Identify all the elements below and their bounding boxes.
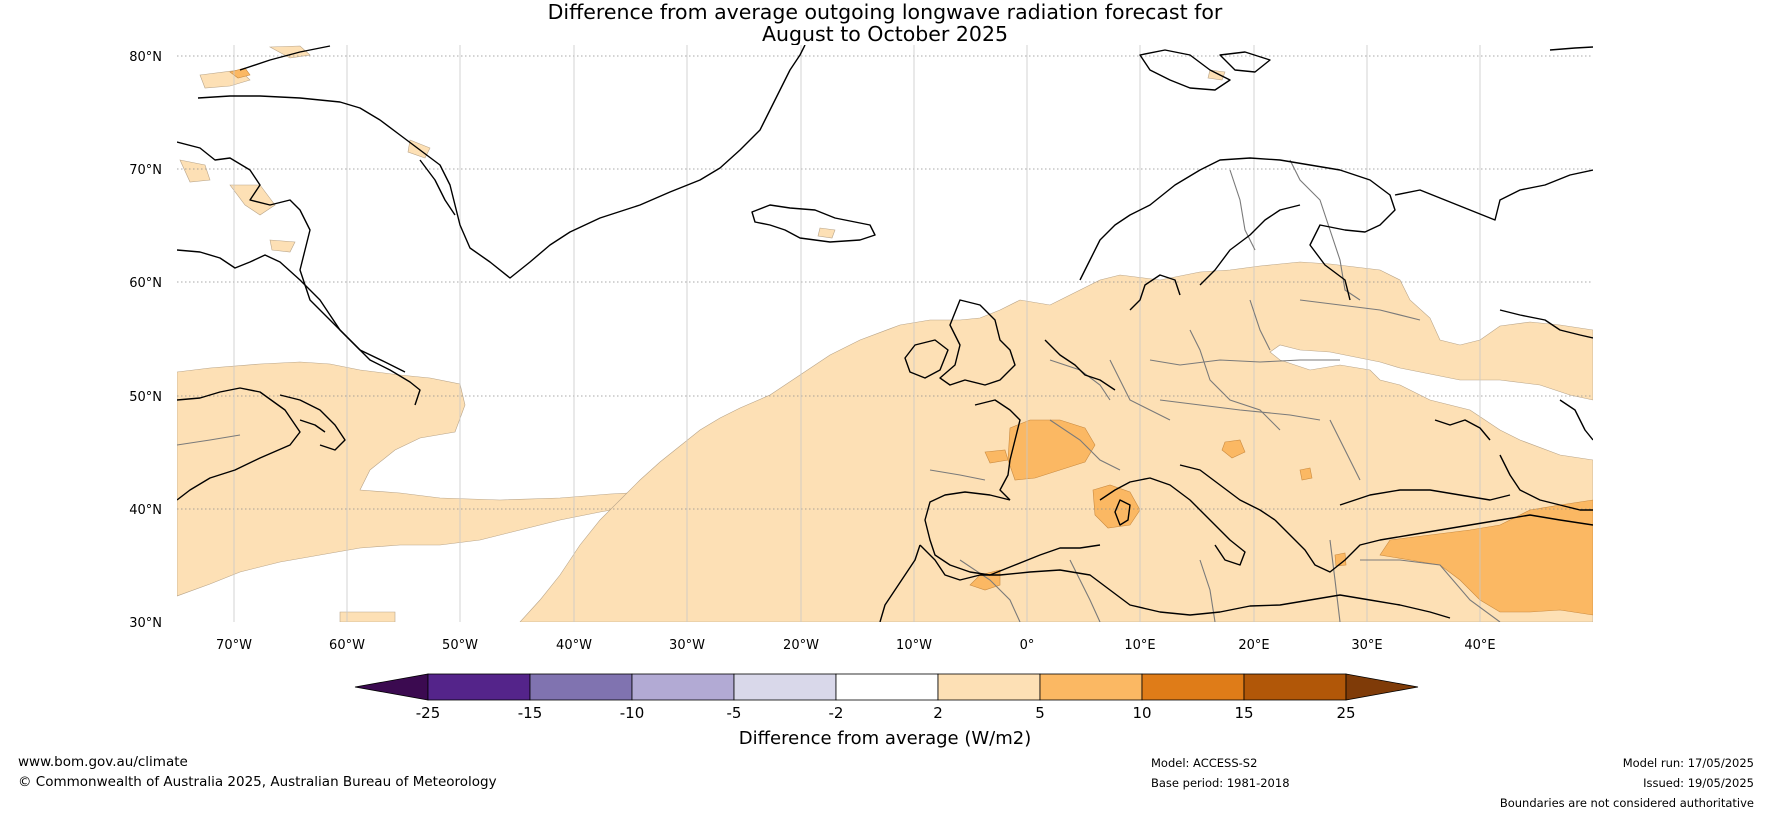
lat-label-30n: 30°N: [129, 616, 162, 631]
anomaly-5-to-10-shading: [229, 67, 1593, 616]
model-name: Model: ACCESS-S2: [1151, 756, 1258, 770]
website-link[interactable]: www.bom.gov.au/climate: [18, 754, 188, 770]
colorbar-bin-5-10: [1039, 673, 1143, 701]
map-area: [177, 45, 1593, 622]
lat-label-70n: 70°N: [129, 163, 162, 178]
copyright-text: © Commonwealth of Australia 2025, Austra…: [18, 774, 497, 790]
colorbar-tick-m15: -15: [518, 704, 543, 722]
model-run-date: Model run: 17/05/2025: [1622, 756, 1754, 770]
colorbar-extend-low: [354, 673, 429, 701]
map-title-line-2: August to October 2025: [761, 22, 1009, 46]
lon-label-40w: 40°W: [556, 638, 592, 653]
lon-label-70w: 70°W: [216, 638, 252, 653]
colorbar: [354, 673, 1419, 701]
colorbar-tick-10: 10: [1132, 704, 1151, 722]
lon-label-20w: 20°W: [783, 638, 819, 653]
lon-label-60w: 60°W: [329, 638, 365, 653]
colorbar-bin-15-25: [1243, 673, 1347, 701]
colorbar-bin-10-15: [1141, 673, 1245, 701]
colorbar-tick-m5: -5: [727, 704, 742, 722]
lon-label-0: 0°: [1020, 638, 1035, 653]
lon-label-30e: 30°E: [1351, 638, 1382, 653]
lon-label-20e: 20°E: [1238, 638, 1269, 653]
colorbar-bin-m5-m2: [733, 673, 837, 701]
colorbar-tick-15: 15: [1234, 704, 1253, 722]
colorbar-tick-m2: -2: [829, 704, 844, 722]
base-period: Base period: 1981-2018: [1151, 776, 1290, 790]
colorbar-tick-5: 5: [1035, 704, 1045, 722]
colorbar-extend-high: [1345, 673, 1419, 701]
colorbar-bin-m15-m10: [529, 673, 633, 701]
colorbar-label: Difference from average (W/m2): [738, 728, 1032, 749]
colorbar-tick-25: 25: [1336, 704, 1355, 722]
colorbar-ticks: -25 -15 -10 -5 -2 2 5 10 15 25: [416, 704, 1356, 722]
boundaries-disclaimer: Boundaries are not considered authoritat…: [1499, 796, 1754, 810]
lon-label-50w: 50°W: [442, 638, 478, 653]
lon-label-10w: 10°W: [896, 638, 932, 653]
map-title-line-1: Difference from average outgoing longwav…: [547, 0, 1223, 24]
colorbar-tick-m10: -10: [620, 704, 645, 722]
map-gridlines: [177, 45, 1593, 622]
lon-label-30w: 30°W: [669, 638, 705, 653]
colorbar-tick-2: 2: [933, 704, 943, 722]
lat-label-60n: 60°N: [129, 276, 162, 291]
colorbar-bin-m10-m5: [631, 673, 735, 701]
colorbar-bin-2-5: [937, 673, 1041, 701]
lon-label-10e: 10°E: [1124, 638, 1155, 653]
coastlines: [177, 45, 1593, 622]
lat-label-40n: 40°N: [129, 503, 162, 518]
colorbar-tick-m25: -25: [416, 704, 441, 722]
latitude-axis: 80°N 70°N 60°N 50°N 40°N 30°N: [129, 50, 162, 631]
issued-date: Issued: 19/05/2025: [1643, 776, 1754, 790]
lon-label-40e: 40°E: [1464, 638, 1495, 653]
country-borders: [177, 159, 1501, 622]
lat-label-80n: 80°N: [129, 50, 162, 65]
longitude-axis: 70°W 60°W 50°W 40°W 30°W 20°W 10°W 0° 10…: [216, 638, 1496, 653]
colorbar-bin-m2-2: [835, 673, 939, 701]
colorbar-bin-m25-m15: [427, 673, 531, 701]
lat-label-50n: 50°N: [129, 390, 162, 405]
